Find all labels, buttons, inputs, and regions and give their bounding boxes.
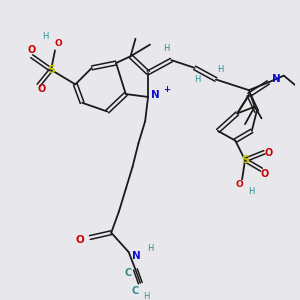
Text: N: N bbox=[132, 251, 141, 261]
Text: O: O bbox=[264, 148, 272, 158]
Text: O: O bbox=[28, 45, 36, 56]
Text: H: H bbox=[143, 292, 149, 300]
Text: O: O bbox=[235, 180, 243, 189]
Text: S: S bbox=[47, 65, 55, 75]
Text: C: C bbox=[124, 268, 131, 278]
Text: O: O bbox=[37, 84, 46, 94]
Text: C: C bbox=[132, 286, 139, 296]
Text: H: H bbox=[218, 65, 224, 74]
Text: H: H bbox=[147, 244, 153, 253]
Text: H: H bbox=[194, 75, 201, 84]
Text: +: + bbox=[163, 85, 170, 94]
Text: O: O bbox=[76, 236, 85, 245]
Text: H: H bbox=[249, 187, 255, 196]
Text: H: H bbox=[42, 32, 49, 41]
Text: O: O bbox=[54, 39, 62, 48]
Text: N: N bbox=[152, 90, 160, 100]
Text: H: H bbox=[163, 44, 170, 53]
Text: N: N bbox=[272, 74, 280, 83]
Text: S: S bbox=[241, 155, 249, 165]
Text: O: O bbox=[260, 169, 268, 178]
